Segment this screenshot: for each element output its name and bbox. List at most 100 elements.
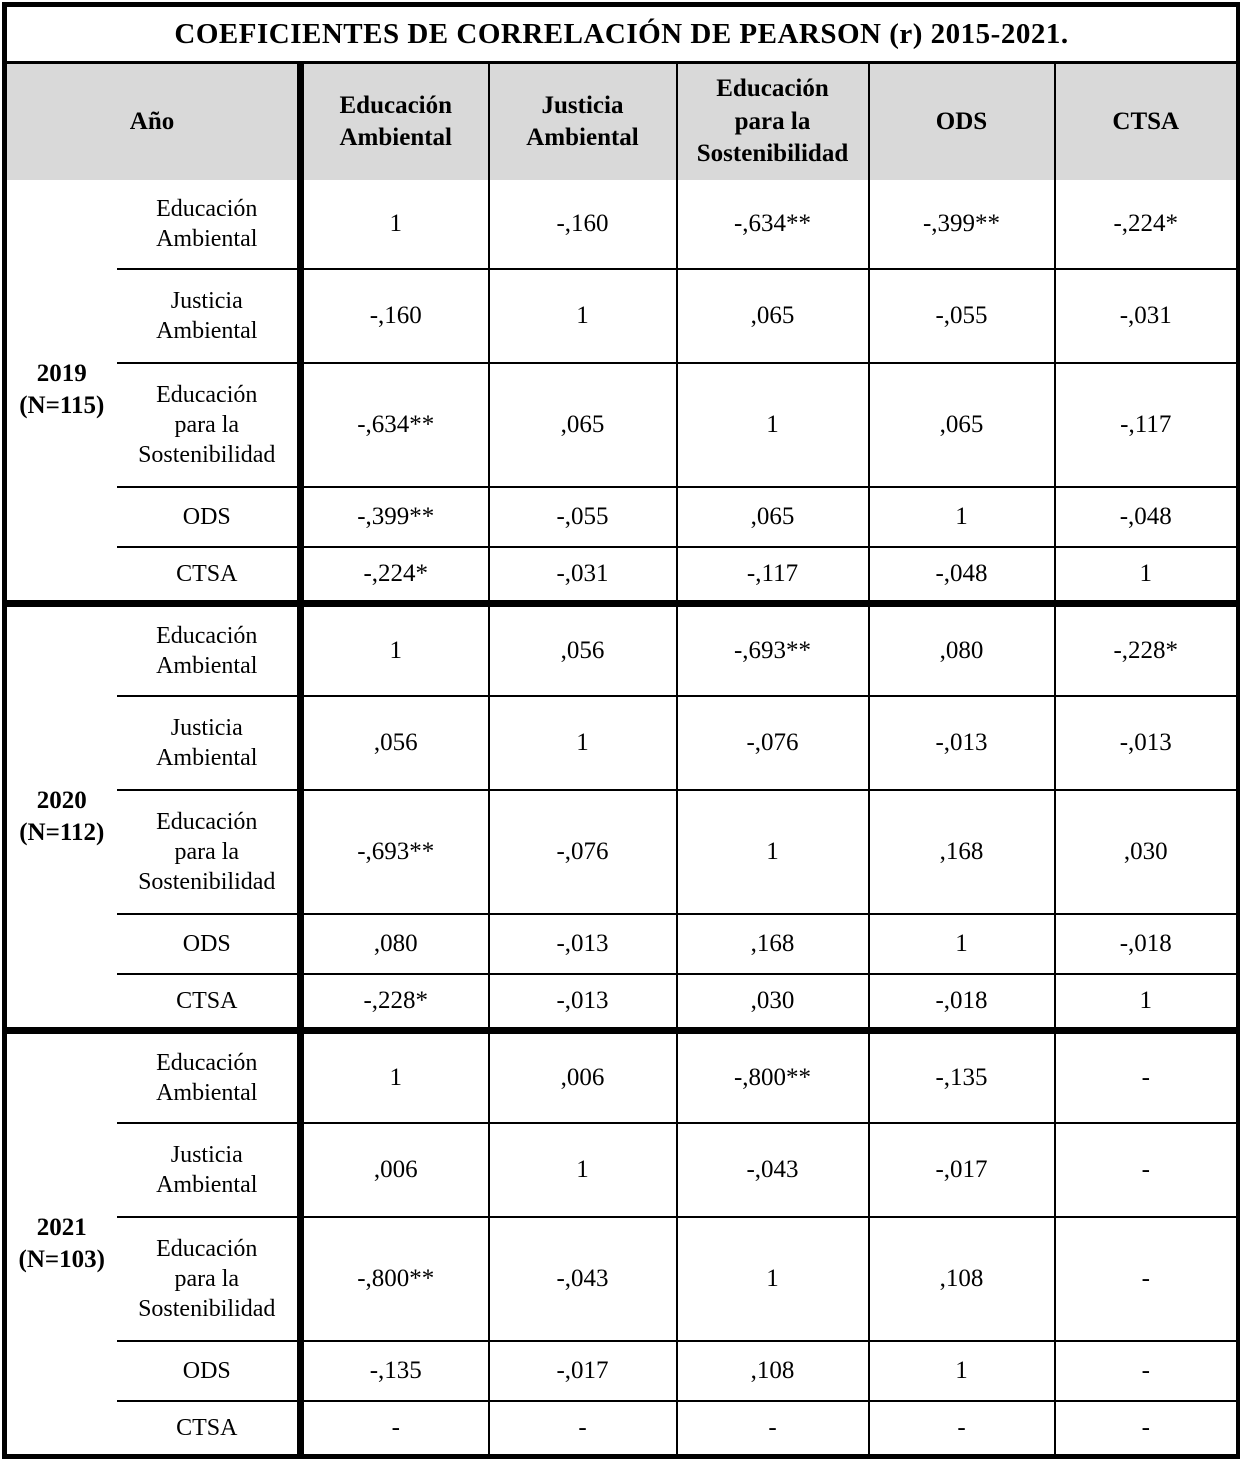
value-cell: -,800** — [299, 1216, 489, 1341]
value-cell: -,399** — [867, 180, 1055, 269]
col-header-educacion-ambiental: Educación Ambiental — [299, 62, 489, 180]
value-cell: -,117 — [1053, 362, 1239, 487]
table-row: 2019 (N=115) Educación Ambiental 1 -,160… — [5, 180, 1239, 419]
row-label: CTSA — [116, 973, 304, 1031]
value-cell: -,048 — [867, 546, 1055, 604]
row-label: ODS — [116, 486, 304, 547]
col-header-justicia-ambiental: Justicia Ambiental — [487, 62, 677, 180]
value-cell: -,800** — [675, 1027, 869, 1123]
col-header-educacion-sostenibilidad: Educación para la Sostenibilidad — [675, 62, 869, 180]
value-cell: -,135 — [867, 1027, 1055, 1123]
value-cell: 1 — [1053, 973, 1239, 1031]
value-cell: ,168 — [675, 913, 869, 974]
year-cell-2020: 2020 (N=112) — [4, 600, 117, 1031]
row-label: ODS — [116, 1340, 304, 1401]
value-cell: - — [675, 1400, 869, 1457]
value-cell: -,224* — [1053, 180, 1239, 269]
value-cell: -,055 — [867, 268, 1055, 363]
value-cell: -,013 — [487, 913, 677, 974]
table-row: Justicia Ambiental ,006 1 -,043 -,017 - — [5, 1122, 1239, 1217]
value-cell: 1 — [487, 695, 677, 790]
table-row: CTSA -,224* -,031 -,117 -,048 1 — [5, 546, 1239, 604]
value-cell: -,224* — [299, 546, 489, 604]
table-row: CTSA - - - - - — [5, 1400, 1239, 1457]
table-row: Educación para la Sostenibilidad -,634**… — [5, 362, 1239, 487]
value-cell: 1 — [487, 1122, 677, 1217]
value-cell: -,018 — [867, 973, 1055, 1031]
value-cell: -,055 — [487, 486, 677, 547]
value-cell: ,065 — [675, 486, 869, 547]
col-header-ctsa: CTSA — [1053, 62, 1239, 180]
value-cell: -,399** — [299, 486, 489, 547]
col-header-ods: ODS — [867, 62, 1055, 180]
value-cell: ,065 — [675, 268, 869, 363]
value-cell: 1 — [1053, 546, 1239, 604]
row-label: CTSA — [116, 546, 304, 604]
value-cell: 1 — [867, 913, 1055, 974]
value-cell: -,228* — [299, 973, 489, 1031]
value-cell: -,013 — [487, 973, 677, 1031]
value-cell: -,031 — [487, 546, 677, 604]
value-cell: -,693** — [675, 600, 869, 696]
value-cell: ,108 — [867, 1216, 1055, 1341]
value-cell: ,080 — [299, 913, 489, 974]
value-cell: -,228* — [1053, 600, 1239, 696]
table-row: Educación para la Sostenibilidad -,693**… — [5, 789, 1239, 914]
table-row: 2021 (N=103) Educación Ambiental 1 ,006 … — [4, 1027, 1239, 1457]
col-header-anio: Año — [4, 62, 304, 180]
value-cell: -,031 — [1053, 268, 1239, 363]
value-cell: -,634** — [675, 180, 869, 269]
row-label: Justicia Ambiental — [116, 268, 304, 363]
table-title: COEFICIENTES DE CORRELACIÓN DE PEARSON (… — [4, 4, 1239, 64]
row-label: ODS — [116, 913, 304, 974]
table-row: ODS ,080 -,013 ,168 1 -,018 — [5, 913, 1239, 974]
row-label: Justicia Ambiental — [116, 1122, 304, 1217]
value-cell: - — [299, 1400, 489, 1457]
value-cell: -,017 — [867, 1122, 1055, 1217]
row-label: Educación para la Sostenibilidad — [116, 362, 304, 487]
value-cell: -,076 — [487, 789, 677, 914]
value-cell: -,076 — [675, 695, 869, 790]
table-row: Educación para la Sostenibilidad -,800**… — [5, 1216, 1239, 1341]
value-cell: -,634** — [299, 362, 489, 487]
table-row: Justicia Ambiental -,160 1 ,065 -,055 -,… — [5, 268, 1239, 363]
row-label: Educación para la Sostenibilidad — [116, 789, 304, 914]
row-label: Educación Ambiental — [116, 1027, 304, 1123]
row-label: Justicia Ambiental — [116, 695, 304, 790]
year-cell-2021: 2021 (N=103) — [4, 1027, 117, 1457]
value-cell: - — [1053, 1400, 1239, 1457]
value-cell: -,048 — [1053, 486, 1239, 547]
value-cell: -,160 — [299, 268, 489, 363]
value-cell: -,043 — [487, 1216, 677, 1341]
value-cell: ,006 — [299, 1122, 489, 1217]
value-cell: ,108 — [675, 1340, 869, 1401]
table-row: CTSA -,228* -,013 ,030 -,018 1 — [5, 973, 1239, 1031]
value-cell: ,065 — [487, 362, 677, 487]
value-cell: 1 — [675, 1216, 869, 1341]
value-cell: ,006 — [487, 1027, 677, 1123]
value-cell: 1 — [299, 600, 489, 696]
value-cell: - — [1053, 1027, 1239, 1123]
row-label: CTSA — [116, 1400, 304, 1457]
table-row: ODS -,135 -,017 ,108 1 - — [5, 1340, 1239, 1401]
year-cell-2019: 2019 (N=115) — [19, 359, 105, 420]
value-cell: -,017 — [487, 1340, 677, 1401]
value-cell: 1 — [299, 180, 489, 269]
value-cell: - — [1053, 1216, 1239, 1341]
value-cell: 1 — [487, 268, 677, 363]
value-cell: -,135 — [299, 1340, 489, 1401]
table-row: Justicia Ambiental ,056 1 -,076 -,013 -,… — [5, 695, 1239, 790]
value-cell: - — [487, 1400, 677, 1457]
row-label: Educación Ambiental — [116, 600, 304, 696]
value-cell: ,065 — [867, 362, 1055, 487]
value-cell: -,160 — [487, 180, 677, 269]
value-cell: - — [1053, 1340, 1239, 1401]
value-cell: 1 — [675, 789, 869, 914]
value-cell: 1 — [299, 1027, 489, 1123]
value-cell: ,056 — [299, 695, 489, 790]
value-cell: -,693** — [299, 789, 489, 914]
value-cell: ,168 — [867, 789, 1055, 914]
value-cell: - — [867, 1400, 1055, 1457]
value-cell: 1 — [675, 362, 869, 487]
